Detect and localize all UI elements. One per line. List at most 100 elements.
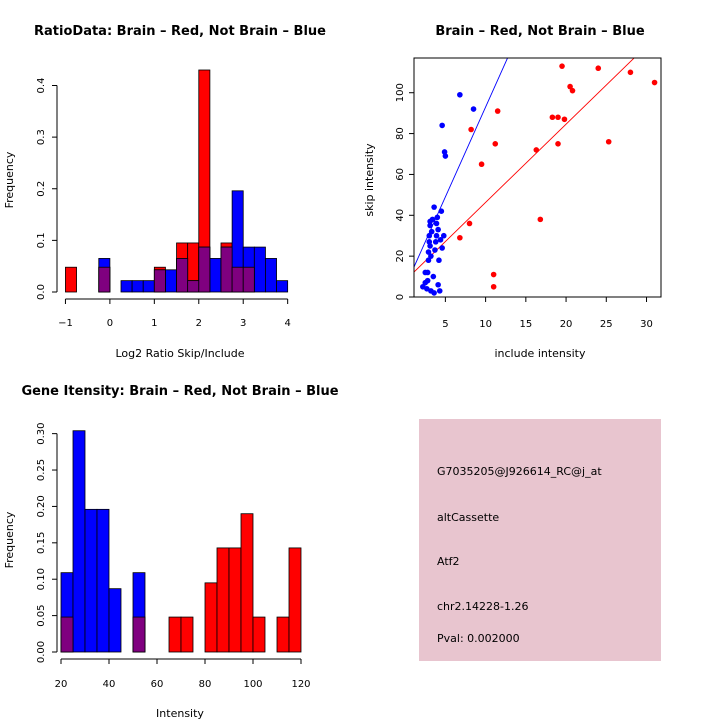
y-tick-label: 0.30 bbox=[36, 423, 47, 445]
ratio-histogram-bar-not-brain bbox=[276, 280, 289, 293]
gene-intensity-histogram-bar-brain bbox=[240, 513, 254, 653]
gene-intensity-histogram-bar-brain bbox=[252, 616, 266, 653]
gene-intensity-histogram-bar-brain bbox=[180, 616, 194, 653]
gene-intensity-axes: 20 40 60 80 100 120 0.00 0.05 0.10 0.15 0.20 0.25 0.… bbox=[36, 423, 311, 690]
y-tick-label: 0.0 bbox=[36, 284, 47, 300]
ratio-histogram-bar-overlap bbox=[242, 266, 255, 293]
gene-intensity-histogram-bar-not-brain bbox=[96, 508, 110, 653]
scatter-point-not-brain bbox=[432, 247, 438, 253]
info-panel: G7035205@J926614_RC@j_at altCassette Atf… bbox=[419, 419, 661, 661]
gene-intensity-histogram-bar-brain bbox=[204, 582, 218, 653]
x-tick-label: 0 bbox=[107, 318, 113, 329]
ratio-histogram-bar-not-brain bbox=[131, 280, 144, 293]
ratio-histogram-title: RatioData: Brain – Red, Not Brain – Blue bbox=[34, 24, 326, 39]
gene-intensity-histogram-bar-not-brain bbox=[72, 430, 86, 653]
scatter-point-brain bbox=[466, 220, 473, 227]
ratio-histogram-bars bbox=[65, 69, 289, 293]
x-tick-label: 120 bbox=[291, 679, 310, 690]
pval-text: Pval: 0.002000 bbox=[437, 632, 520, 645]
ratio-histogram-bar-not-brain bbox=[265, 258, 277, 293]
y-tick-label: 20 bbox=[395, 250, 406, 263]
x-tick-label: 60 bbox=[151, 679, 164, 690]
scatter-point-not-brain bbox=[435, 226, 441, 233]
x-tick-label: −1 bbox=[58, 318, 73, 329]
scatter-point-not-brain bbox=[431, 290, 437, 296]
scatter-point-brain bbox=[559, 63, 565, 69]
ratio-histogram-bar-not-brain bbox=[120, 280, 133, 293]
scatter-point-brain bbox=[490, 271, 497, 278]
scatter-point-brain bbox=[555, 114, 561, 121]
x-tick-label: 100 bbox=[243, 679, 262, 690]
x-tick-label: 15 bbox=[519, 319, 532, 330]
x-tick-label: 4 bbox=[284, 318, 290, 329]
ratio-histogram-bar-overlap bbox=[176, 258, 189, 293]
scatter-point-not-brain bbox=[424, 277, 431, 284]
y-tick-label: 0.05 bbox=[36, 604, 47, 626]
scatter-point-not-brain bbox=[470, 106, 477, 112]
intensity-scatter-xlabel: include intensity bbox=[494, 347, 586, 360]
scatter-point-brain bbox=[555, 140, 561, 147]
y-tick-label: 0.1 bbox=[36, 232, 47, 248]
x-tick-label: 25 bbox=[600, 319, 613, 330]
scatter-point-not-brain bbox=[432, 239, 439, 245]
scatter-point-brain bbox=[533, 147, 540, 153]
scatter-point-brain bbox=[494, 108, 501, 114]
y-tick-label: 0.20 bbox=[36, 495, 47, 517]
scatter-point-not-brain bbox=[429, 216, 436, 223]
scatter-point-not-brain bbox=[425, 249, 432, 255]
scatter-point-not-brain bbox=[439, 122, 445, 129]
probe-id-text: G7035205@J926614_RC@j_at bbox=[437, 465, 602, 478]
gene-intensity-histogram-bar-overlap bbox=[60, 616, 74, 653]
ratio-histogram-axes: −1 0 1 2 3 4 0.0 0.1 0.2 0.3 0.4 bbox=[36, 78, 291, 329]
gene-intensity-histogram-bar-brain bbox=[276, 616, 290, 653]
scatter-point-not-brain bbox=[428, 253, 434, 259]
gene-intensity-bars bbox=[60, 430, 302, 653]
ratio-histogram-bar-overlap bbox=[231, 266, 244, 293]
gene-intensity-ylabel: Frequency bbox=[3, 511, 16, 568]
x-tick-label: 20 bbox=[560, 319, 573, 330]
y-tick-label: 100 bbox=[395, 83, 406, 102]
ratio-histogram-bar-not-brain bbox=[209, 258, 222, 293]
ratio-histogram-bar-overlap bbox=[220, 246, 233, 293]
gene-intensity-histogram-bar-brain bbox=[288, 547, 302, 653]
y-tick-label: 0.00 bbox=[36, 641, 47, 663]
scatter-point-brain bbox=[490, 283, 497, 290]
y-tick-label: 0.25 bbox=[36, 459, 47, 481]
fit-line-blue bbox=[414, 58, 509, 268]
scatter-point-not-brain bbox=[435, 281, 441, 288]
scatter-point-not-brain bbox=[439, 245, 445, 251]
y-tick-label: 60 bbox=[395, 168, 406, 181]
ratio-histogram-panel: RatioData: Brain – Red, Not Brain – Blue… bbox=[3, 24, 326, 360]
y-tick-label: 0.4 bbox=[36, 78, 47, 94]
y-tick-label: 0.3 bbox=[36, 129, 47, 145]
gene-intensity-histogram-bar-not-brain bbox=[108, 588, 122, 653]
scatter-point-not-brain bbox=[427, 243, 433, 249]
scatter-point-not-brain bbox=[436, 257, 442, 264]
gene-intensity-histogram-bar-overlap bbox=[132, 616, 146, 653]
scatter-point-not-brain bbox=[426, 232, 433, 239]
scatter-point-brain bbox=[569, 87, 576, 94]
ratio-histogram-xlabel: Log2 Ratio Skip/Include bbox=[115, 347, 244, 360]
scatter-point-brain bbox=[549, 114, 556, 121]
scatter-point-not-brain bbox=[442, 153, 449, 159]
scatter-point-brain bbox=[468, 126, 474, 133]
y-tick-label: 0.10 bbox=[36, 568, 47, 590]
intensity-scatter-title: Brain – Red, Not Brain – Blue bbox=[435, 24, 644, 39]
gene-intensity-xlabel: Intensity bbox=[156, 707, 204, 720]
scatter-point-not-brain bbox=[437, 237, 444, 243]
y-tick-label: 40 bbox=[395, 209, 406, 222]
gene-intensity-histogram-bar-brain bbox=[216, 547, 230, 653]
scatter-point-brain bbox=[595, 65, 602, 72]
scatter-point-brain bbox=[561, 116, 568, 123]
scatter-point-not-brain bbox=[427, 222, 433, 229]
ratio-histogram-ylabel: Frequency bbox=[3, 151, 16, 208]
gene-intensity-histogram-bar-brain bbox=[228, 547, 242, 653]
ratio-histogram-bar-overlap bbox=[198, 246, 211, 293]
x-tick-label: 30 bbox=[640, 319, 653, 330]
scatter-point-brain bbox=[492, 140, 499, 147]
intensity-scatter-ylabel: skip intensity bbox=[363, 143, 376, 217]
scatter-point-brain bbox=[537, 216, 544, 223]
intensity-scatter-panel: Brain – Red, Not Brain – Blue include in… bbox=[363, 24, 662, 360]
scatter-point-not-brain bbox=[436, 288, 443, 294]
